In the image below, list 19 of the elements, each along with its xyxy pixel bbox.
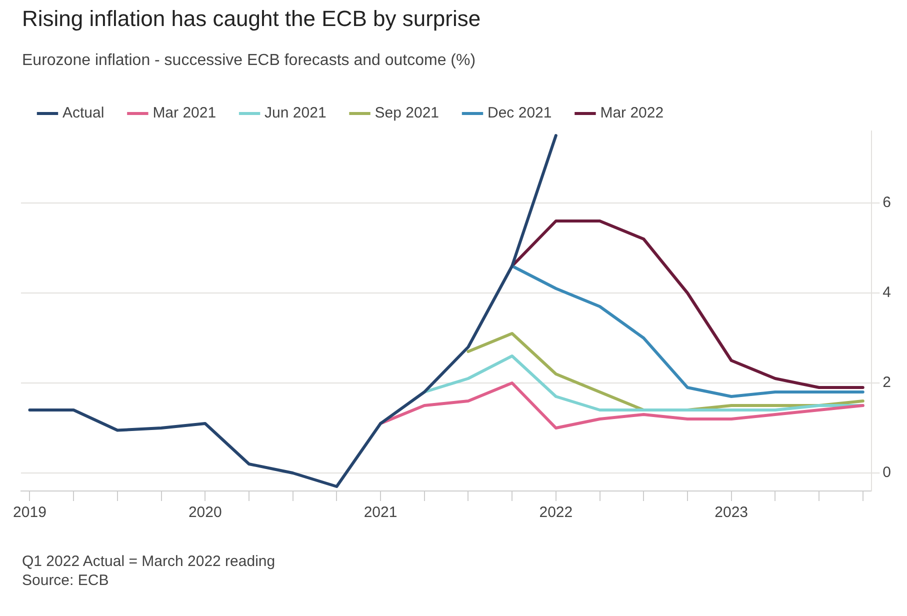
legend-label: Dec 2021 bbox=[488, 104, 552, 122]
chart-title: Rising inflation has caught the ECB by surprise bbox=[22, 6, 481, 32]
x-tick-label: 2019 bbox=[13, 504, 46, 522]
text: Q1 2022 Actual = March 2022 reading bbox=[22, 552, 276, 571]
x-tick-label: 2022 bbox=[539, 504, 573, 522]
y-tick-label: 6 bbox=[882, 194, 891, 212]
x-tick-label: 2021 bbox=[364, 504, 398, 522]
legend-label: Actual bbox=[62, 104, 104, 122]
y-tick-label: 4 bbox=[882, 284, 891, 302]
y-tick-label: 0 bbox=[882, 464, 891, 482]
legend-label: Mar 2022 bbox=[600, 104, 664, 122]
source-note: Source: ECB bbox=[22, 571, 110, 590]
y-tick-label: 2 bbox=[882, 374, 891, 392]
legend-label: Mar 2021 bbox=[152, 104, 216, 122]
legend-label: Jun 2021 bbox=[264, 104, 326, 122]
chart-subtitle: Eurozone inflation - successive ECB forecasts and outcome (%) bbox=[22, 52, 476, 70]
x-tick-label: 2020 bbox=[188, 504, 222, 522]
x-tick-label: 2023 bbox=[714, 504, 748, 522]
legend-label: Sep 2021 bbox=[374, 104, 440, 122]
